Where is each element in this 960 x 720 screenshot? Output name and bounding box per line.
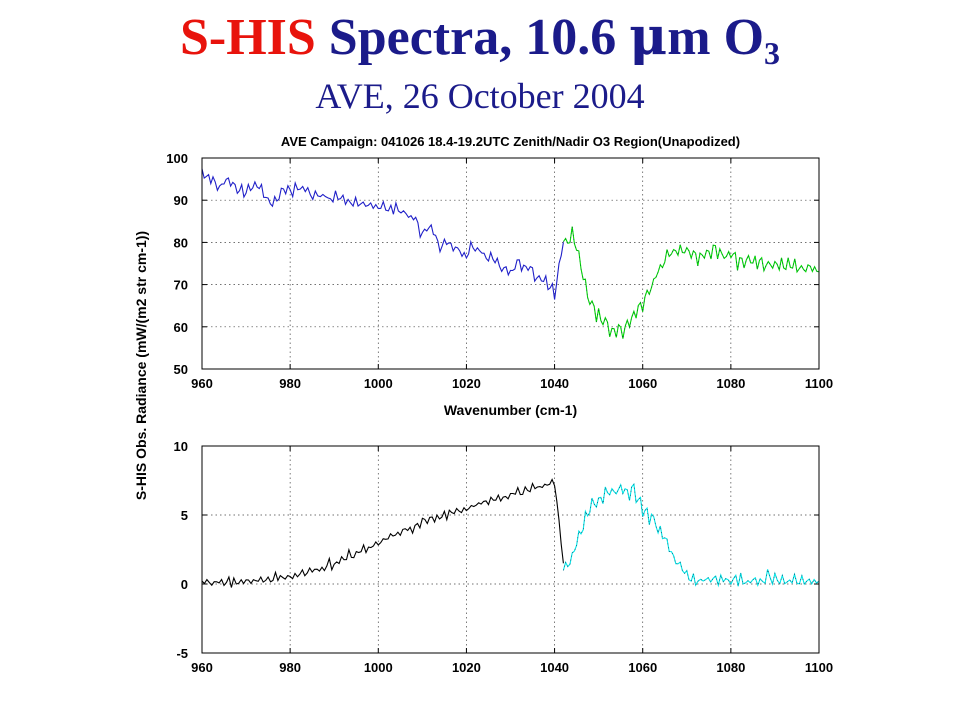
plot-frame (201, 445, 820, 654)
x-tick-label: 960 (191, 660, 213, 675)
plot-frame (201, 157, 820, 370)
slide-title-instrument: S-HIS (179, 9, 316, 66)
x-tick-label: 1060 (628, 660, 657, 675)
x-tick-label: 1040 (540, 660, 569, 675)
slide-title-rest: Spectra, 10.6 (328, 9, 617, 66)
y-tick-label: 90 (174, 193, 188, 208)
x-tick-label: 1040 (540, 376, 569, 391)
series-overlay-1 (563, 483, 820, 587)
slide-subtitle: AVE, 26 October 2004 (315, 76, 645, 116)
chart-title: AVE Campaign: 041026 18.4-19.2UTC Zenith… (281, 134, 740, 149)
x-tick-label: 980 (279, 376, 301, 391)
x-tick-label: 1000 (364, 660, 393, 675)
x-tick-label: 1020 (452, 376, 481, 391)
slide-title-unit: m O (667, 9, 765, 66)
slide-title: S-HIS Spectra, 10.6 μm O3 (0, 6, 960, 69)
x-tick-label: 1100 (805, 660, 833, 675)
y-tick-label: 60 (174, 320, 188, 335)
slide-title-subscript: 3 (764, 35, 781, 71)
x-tick-label: 1020 (452, 660, 481, 675)
series-line-0 (201, 168, 564, 300)
x-tick-label: 1060 (628, 376, 657, 391)
y-tick-label: 10 (174, 439, 188, 454)
y-tick-label: 80 (174, 235, 188, 250)
x-tick-label: 1080 (716, 660, 745, 675)
series-line-0 (201, 478, 564, 588)
x-axis-label: Wavenumber (cm-1) (444, 402, 577, 418)
y-tick-label: 0 (181, 577, 188, 592)
y-tick-label: 100 (166, 151, 188, 166)
x-tick-label: 1100 (805, 376, 833, 391)
series-line-1 (562, 482, 820, 588)
y-tick-label: -5 (176, 646, 188, 661)
y-tick-label: 70 (174, 278, 188, 293)
y-tick-label: 50 (174, 362, 188, 377)
series-overlay-1 (563, 226, 820, 339)
radiance-panel: 960 980 1000 1020 1040 1060 1080 1100 50 60 70 80 90… (133, 134, 833, 500)
slide-title-mu: μ (629, 6, 668, 67)
x-tick-label: 960 (191, 376, 213, 391)
x-tick-label: 980 (279, 660, 301, 675)
difference-panel: 960 980 1000 1020 1040 1060 1080 1100 -5 0 5 10 (174, 439, 834, 675)
y-axis-label: S-HIS Obs. Radiance (mW/(m2 str cm-1)) (133, 231, 149, 500)
x-tick-label: 1080 (716, 376, 745, 391)
y-tick-label: 5 (181, 508, 188, 523)
x-tick-label: 1000 (364, 376, 393, 391)
